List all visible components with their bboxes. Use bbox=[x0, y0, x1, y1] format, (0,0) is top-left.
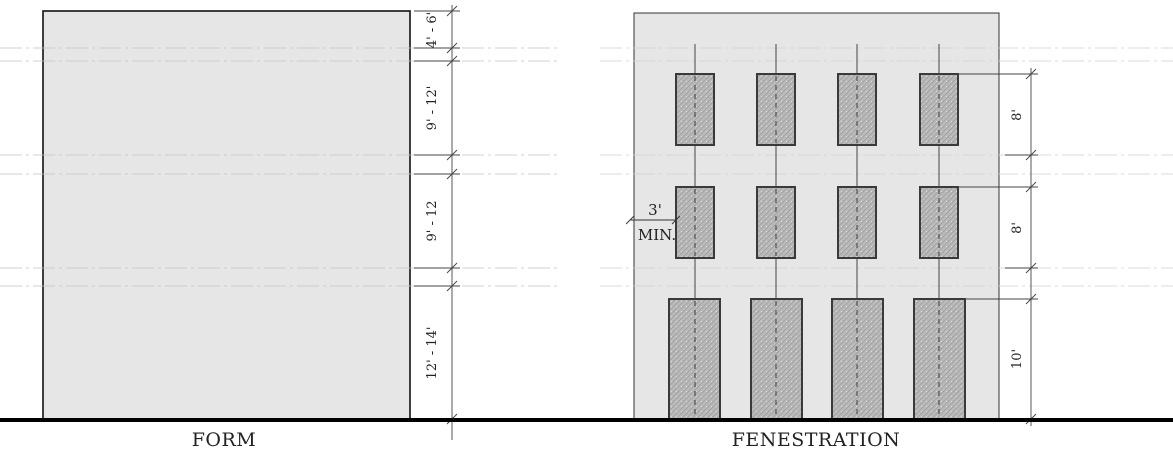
fenestration-caption: FENESTRATION bbox=[732, 429, 901, 451]
form-dimension-chain bbox=[414, 5, 460, 440]
form-elevation: 4' - 6' 9' - 12' 9' - 12 12' - 14' bbox=[0, 5, 560, 440]
clearance-label: MIN. bbox=[638, 226, 676, 244]
clearance-dimension bbox=[625, 215, 681, 225]
form-dim-middle: 9' - 12 bbox=[425, 200, 440, 241]
fenestration-floor-guides bbox=[600, 47, 1173, 287]
form-floor-guides bbox=[0, 47, 560, 287]
form-dim-ground: 12' - 14' bbox=[425, 327, 440, 380]
form-dim-top: 4' - 6' bbox=[425, 12, 440, 48]
fen-dim-middle: 8' bbox=[1010, 222, 1025, 234]
form-dim-upper: 9' - 12' bbox=[425, 86, 440, 131]
form-caption: FORM bbox=[192, 429, 257, 451]
clearance-value: 3' bbox=[648, 201, 662, 219]
window-mullions bbox=[694, 76, 940, 417]
fenestration-dimension-chain bbox=[958, 68, 1038, 426]
form-wall bbox=[42, 10, 411, 420]
ground-line bbox=[0, 418, 1173, 422]
fen-dim-ground: 10' bbox=[1010, 349, 1025, 369]
fenestration-elevation: 3' MIN. 8' 8' 10' bbox=[600, 12, 1173, 426]
fen-dim-upper: 8' bbox=[1010, 109, 1025, 121]
